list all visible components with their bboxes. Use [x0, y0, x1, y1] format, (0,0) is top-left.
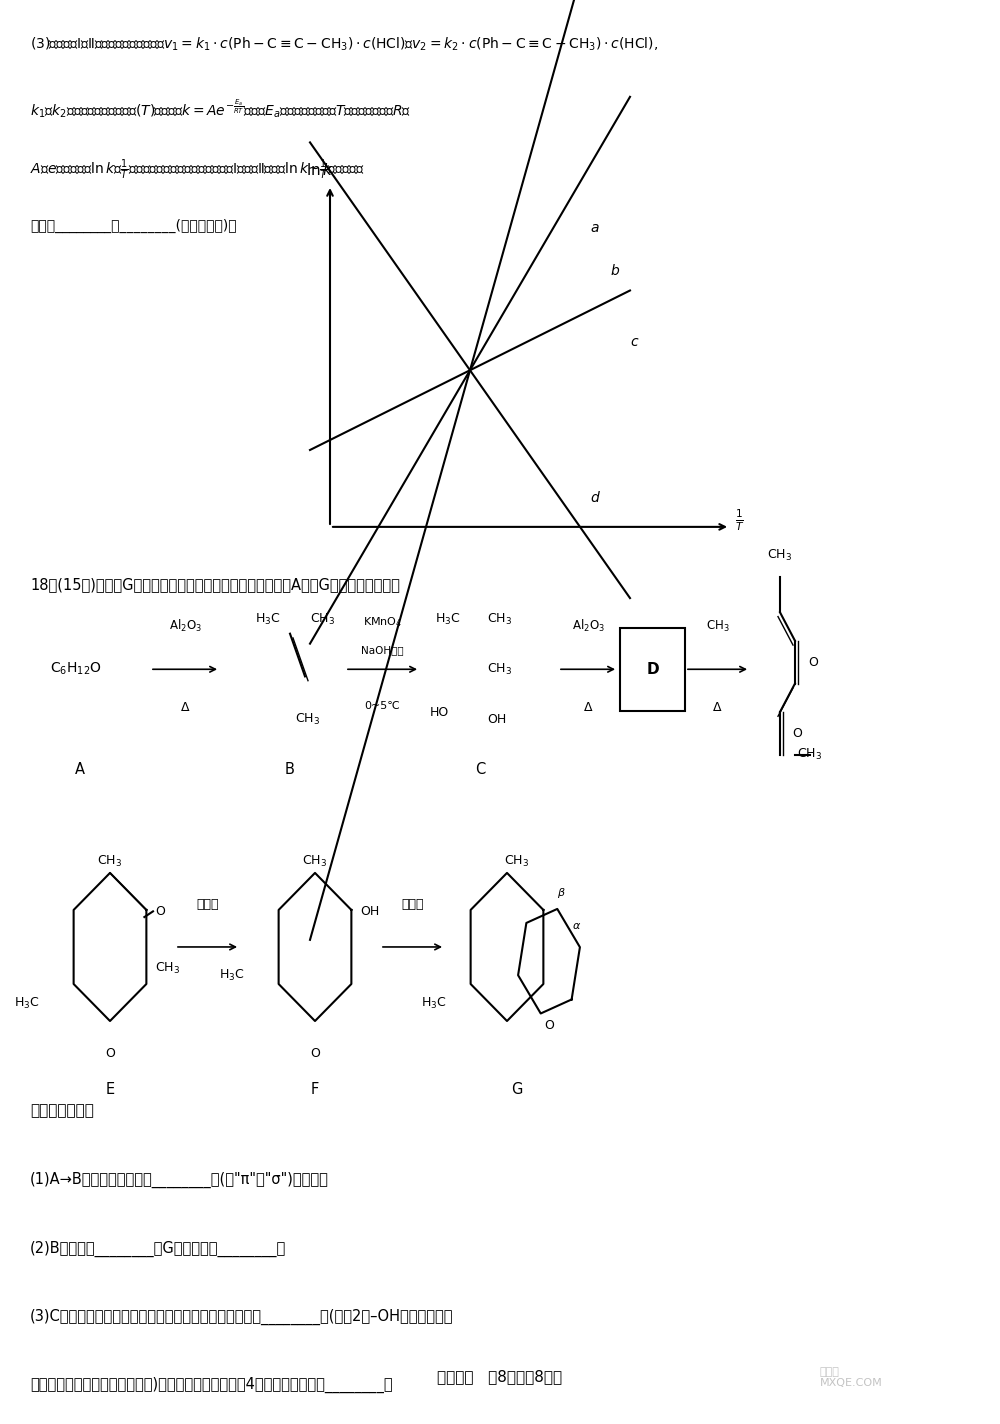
- Text: $\mathrm{CH_3}$: $\mathrm{CH_3}$: [310, 612, 335, 627]
- Text: $\Delta$: $\Delta$: [583, 701, 593, 713]
- Text: G: G: [511, 1082, 523, 1098]
- Text: $\beta$: $\beta$: [557, 886, 566, 900]
- Text: b: b: [610, 263, 619, 278]
- Text: $\mathrm{H_3C}$: $\mathrm{H_3C}$: [255, 612, 281, 627]
- Text: E: E: [105, 1082, 115, 1098]
- Text: D: D: [646, 662, 659, 676]
- Text: C: C: [475, 762, 485, 778]
- Text: a: a: [590, 221, 599, 235]
- Text: 回答下列问题：: 回答下列问题：: [30, 1104, 94, 1119]
- Text: $\mathrm{KMnO_4}$: $\mathrm{KMnO_4}$: [363, 615, 402, 629]
- Text: (3)已知反应Ⅰ、Ⅱ对应的速率方程分别为$v_1 = k_1 \cdot c(\mathrm{Ph-C \equiv C-CH_3}) \cdot c(\mat: (3)已知反应Ⅰ、Ⅱ对应的速率方程分别为$v_1 = k_1 \cdot c(\…: [30, 36, 658, 53]
- Text: OH: OH: [360, 904, 379, 918]
- Text: 原子上不稳定；不考虑立体异构)；其中核磁共振氢谱有4组峰的结构简式为________。: 原子上不稳定；不考虑立体异构)；其中核磁共振氢谱有4组峰的结构简式为______…: [30, 1377, 393, 1393]
- Text: F: F: [311, 1082, 319, 1098]
- Text: (1)A→B的反应中，有碳碳________键(填"π"或"σ")的形成。: (1)A→B的反应中，有碳碳________键(填"π"或"σ")的形成。: [30, 1172, 329, 1188]
- Text: $\mathrm{CH_3}$: $\mathrm{CH_3}$: [797, 748, 823, 762]
- Text: 高三化学   第8页（共8页）: 高三化学 第8页（共8页）: [437, 1368, 563, 1384]
- Text: $\mathrm{CH_3}$: $\mathrm{CH_3}$: [706, 618, 729, 634]
- Text: $k_1$、$k_2$为速率常数，其与温度($T$)的关系为$k = Ae^{-\frac{E_a}{RT}}$，其中$E_a$为反应的活化能，$T$为反应的温: $k_1$、$k_2$为速率常数，其与温度($T$)的关系为$k = Ae^{-…: [30, 97, 411, 120]
- Text: d: d: [590, 491, 599, 506]
- Text: NaOH溶液: NaOH溶液: [361, 645, 404, 655]
- Text: $\mathrm{CH_3}$: $\mathrm{CH_3}$: [487, 662, 512, 676]
- Text: 答案圈
MXQE.COM: 答案圈 MXQE.COM: [820, 1367, 883, 1388]
- Text: A: A: [75, 762, 85, 778]
- Text: O: O: [792, 726, 802, 740]
- Text: $\mathrm{CH_3}$: $\mathrm{CH_3}$: [155, 961, 180, 975]
- Text: $\mathrm{Al_2O_3}$: $\mathrm{Al_2O_3}$: [169, 618, 201, 634]
- Text: O: O: [155, 904, 165, 918]
- Text: c: c: [630, 335, 638, 349]
- Text: (3)C的同分异构体中，与其官能团种类和数目均相同的有________种(注：2个–OH连在同一个碳: (3)C的同分异构体中，与其官能团种类和数目均相同的有________种(注：2…: [30, 1309, 454, 1324]
- Text: $\mathrm{CH_3}$: $\mathrm{CH_3}$: [767, 548, 793, 562]
- Text: $\mathrm{H_3C}$: $\mathrm{H_3C}$: [219, 968, 245, 983]
- Text: $\frac{1}{T}$: $\frac{1}{T}$: [735, 507, 744, 533]
- Text: O: O: [544, 1018, 554, 1032]
- Text: OH: OH: [487, 712, 506, 726]
- Text: $\mathrm{Al_2O_3}$: $\mathrm{Al_2O_3}$: [572, 618, 604, 634]
- Text: 18．(15分)有机物G是一种重要的有机化工中间体，由有机物A制备G的合成路线如下：: 18．(15分)有机物G是一种重要的有机化工中间体，由有机物A制备G的合成路线如…: [30, 577, 400, 592]
- Text: $\mathrm{C_6H_{12}O}$: $\mathrm{C_6H_{12}O}$: [50, 661, 102, 678]
- Text: $\mathrm{H_3C}$: $\mathrm{H_3C}$: [435, 612, 461, 627]
- Text: 催化剂: 催化剂: [196, 899, 219, 911]
- Text: HO: HO: [430, 705, 449, 719]
- Text: $\mathrm{H_3C}$: $\mathrm{H_3C}$: [14, 997, 40, 1011]
- Text: O: O: [808, 655, 818, 669]
- Text: $\mathrm{CH_3}$: $\mathrm{CH_3}$: [97, 854, 123, 869]
- Text: $\alpha$: $\alpha$: [572, 920, 581, 931]
- Text: B: B: [285, 762, 295, 778]
- Text: $\Delta$: $\Delta$: [712, 701, 723, 713]
- Text: O: O: [105, 1047, 115, 1061]
- Text: (2)B的名称为________；G的分子式为________。: (2)B的名称为________；G的分子式为________。: [30, 1240, 286, 1256]
- Text: 分别为________、________(填选项字母)。: 分别为________、________(填选项字母)。: [30, 219, 237, 234]
- Text: O: O: [310, 1047, 320, 1061]
- Text: $\Delta$: $\Delta$: [180, 701, 190, 713]
- Text: $\mathrm{H_3C}$: $\mathrm{H_3C}$: [421, 997, 447, 1011]
- Text: $\ln k$: $\ln k$: [306, 162, 334, 178]
- Text: 0~5℃: 0~5℃: [365, 701, 400, 711]
- Text: 催化剂: 催化剂: [401, 899, 424, 911]
- FancyBboxPatch shape: [620, 628, 685, 711]
- Text: $\mathrm{CH_3}$: $\mathrm{CH_3}$: [504, 854, 530, 869]
- Text: $\mathrm{CH_3}$: $\mathrm{CH_3}$: [302, 854, 328, 869]
- Text: $\mathrm{CH_3}$: $\mathrm{CH_3}$: [487, 612, 512, 627]
- Text: $\mathrm{CH_3}$: $\mathrm{CH_3}$: [295, 712, 320, 726]
- Text: $A$和$e$均为常数。$\ln k$与$\frac{1}{T}$之间为线性关系。下图中表示反应I和反应Ⅱ对应的$\ln k$~$\frac{1}{T}$关系的: $A$和$e$均为常数。$\ln k$与$\frac{1}{T}$之间为线性关系…: [30, 158, 364, 182]
